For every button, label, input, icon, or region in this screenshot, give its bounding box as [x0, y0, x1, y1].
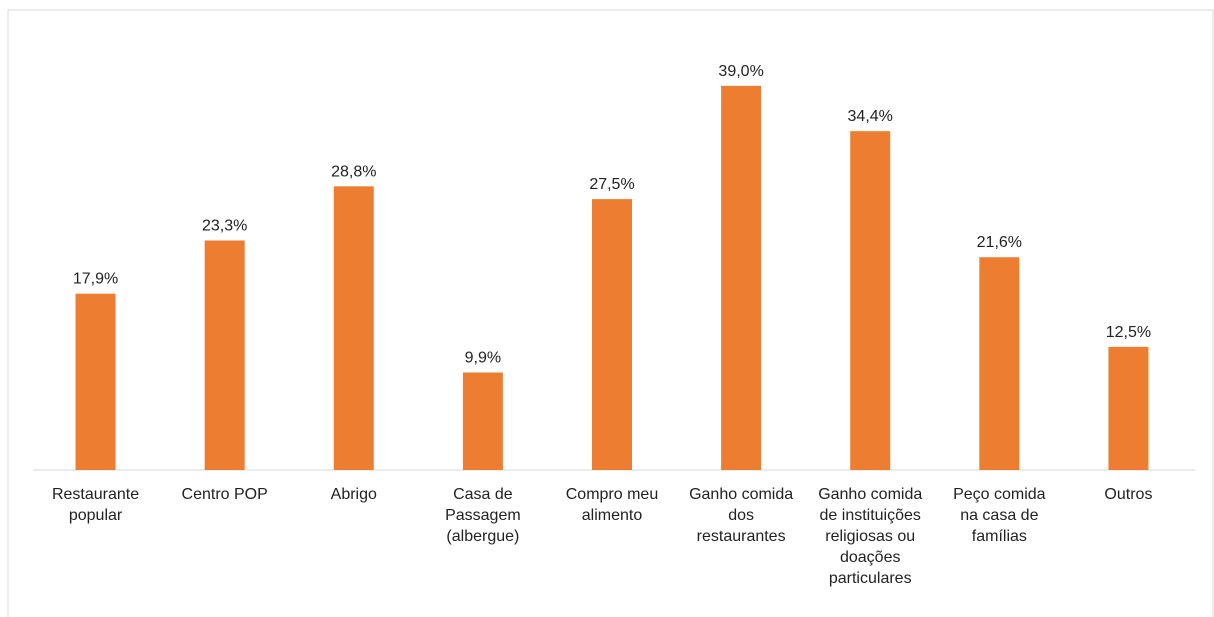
- bar: [1108, 346, 1149, 470]
- bar: [721, 85, 762, 470]
- bar: [204, 240, 245, 470]
- bar: [333, 186, 374, 470]
- bar: [592, 199, 632, 470]
- x-tick-label: Compro meu alimento: [565, 486, 659, 524]
- x-tick-label: Peço comida na casa de famílias: [953, 486, 1046, 545]
- bar: [75, 293, 116, 470]
- value-label: 39,0%: [718, 63, 763, 80]
- value-label: 21,6%: [977, 234, 1022, 251]
- bar: [850, 131, 891, 470]
- value-label: 9,9%: [465, 349, 501, 366]
- value-label: 34,4%: [848, 108, 893, 125]
- frame: [7, 9, 1214, 617]
- x-tick-label: Restaurante popular: [51, 486, 140, 524]
- bar: [979, 257, 1020, 470]
- value-label: 12,5%: [1106, 324, 1151, 341]
- x-tick-label: Centro POP: [181, 486, 268, 503]
- x-tick-label: Casa de Passagem (albergue): [445, 486, 521, 545]
- x-tick-label: Ganho comida dos restaurantes: [689, 486, 794, 545]
- x-tick-label: Abrigo: [330, 486, 377, 503]
- x-tick-label: Outros: [1104, 486, 1153, 503]
- value-label: 23,3%: [202, 217, 247, 234]
- value-label: 27,5%: [589, 176, 634, 193]
- value-label: 28,8%: [331, 163, 376, 180]
- value-label: 17,9%: [73, 271, 118, 288]
- x-tick-label: Ganho comida de instituições religiosas …: [818, 486, 923, 587]
- bar: [462, 372, 503, 470]
